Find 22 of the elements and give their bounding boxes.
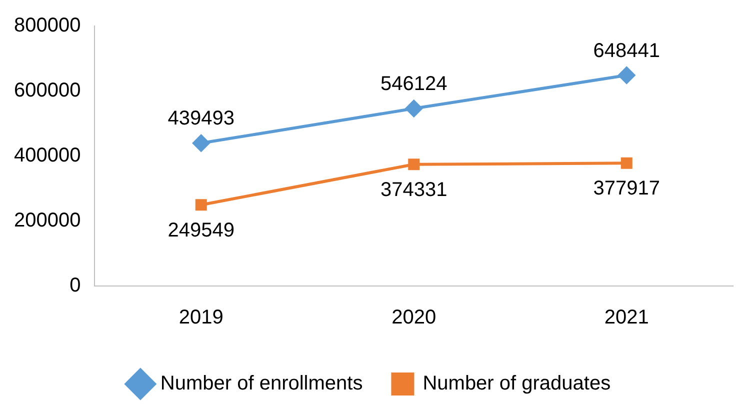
data-label: 439493 [168,108,234,130]
data-label: 249549 [168,219,234,242]
y-tick-label: 200000 [14,210,81,232]
data-label: 374331 [380,178,448,201]
y-tick-label: 600000 [14,80,81,102]
y-tick-label: 800000 [14,14,81,37]
x-tick-label: 2019 [178,306,224,329]
x-tick-label: 2020 [392,306,436,329]
point [618,66,636,84]
point [192,134,210,152]
point [620,157,632,169]
y-tick-label: 400000 [14,144,81,167]
legend-label: Number of enrollments [160,372,363,395]
data-label: 546124 [380,73,448,96]
point [405,100,422,118]
y-tick-label: 0 [70,274,81,297]
data-label: 648441 [593,40,660,62]
point [195,199,207,211]
data-label: 377917 [593,178,660,200]
legend-label: Number of graduates [422,372,611,395]
x-tick-label: 2021 [604,306,649,329]
point [408,158,420,170]
